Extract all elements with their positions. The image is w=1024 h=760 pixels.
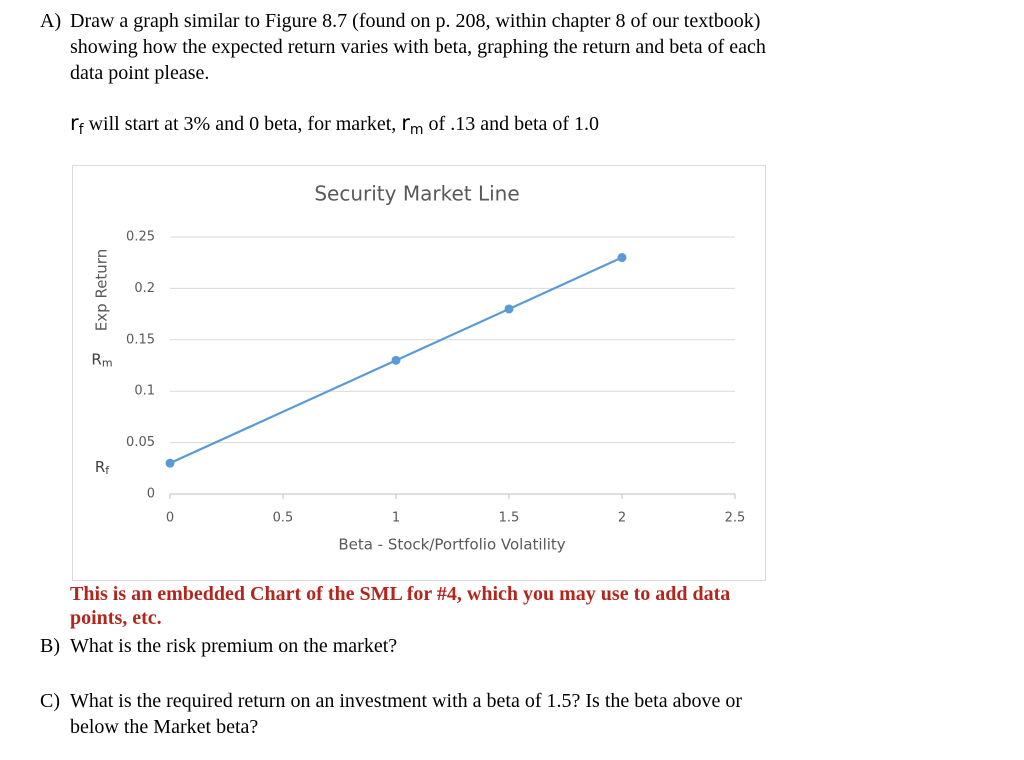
x-tick-label: 0.5 (273, 511, 294, 526)
question-line: below the Market beta? (70, 716, 259, 738)
x-tick-label: 2.5 (725, 511, 746, 526)
chart-title: Security Market Line (314, 182, 519, 206)
note-line: points, etc. (70, 607, 162, 629)
y-tick-label: 0.15 (126, 332, 155, 347)
annotation-subscript: f (105, 464, 110, 477)
question-line: What is the required return on an invest… (70, 690, 742, 712)
chart-frame (72, 165, 766, 581)
y-tick-label: 0.25 (126, 230, 155, 245)
subscript: m (409, 122, 424, 138)
data-point (391, 355, 401, 365)
y-tick-label: 0.05 (126, 435, 155, 450)
note-line: This is an embedded Chart of the SML for… (70, 583, 731, 605)
question-label: A) (40, 10, 62, 32)
question-label: C) (40, 690, 60, 712)
x-tick-label: 1 (392, 511, 400, 526)
data-point (504, 304, 514, 314)
series-line (169, 256, 623, 465)
symbol: r (401, 111, 410, 135)
y-tick-label: 0.2 (134, 281, 155, 296)
text: of .13 and beta of 1.0 (423, 113, 600, 135)
annotation-text: R (95, 458, 105, 476)
y-tick-label: 0.1 (134, 384, 155, 399)
annotation: Rf (95, 458, 110, 478)
x-tick-label: 0 (166, 511, 174, 526)
x-tick-label: 1.5 (499, 511, 520, 526)
symbol: r (70, 111, 79, 135)
question-line: What is the risk premium on the market? (70, 635, 398, 657)
x-axis-title: Beta - Stock/Portfolio Volatility (338, 536, 565, 554)
rates-line: rf will start at 3% and 0 beta, for mark… (70, 110, 599, 143)
annotation-text: R (91, 350, 101, 368)
y-axis-title: Exp Return (93, 249, 111, 331)
subscript: f (78, 122, 84, 138)
data-point (165, 458, 175, 468)
chart: Security Market Line Beta - Stock/Portfo… (72, 165, 766, 581)
question-line: showing how the expected return varies w… (70, 36, 766, 58)
annotation: Rm (91, 350, 112, 370)
data-point (617, 253, 627, 263)
annotation-subscript: m (102, 356, 113, 369)
question-line: Draw a graph similar to Figure 8.7 (foun… (70, 10, 761, 32)
text: will start at 3% and 0 beta, for market, (83, 113, 402, 135)
y-tick-label: 0 (147, 487, 155, 502)
question-line: data point please. (70, 62, 210, 84)
x-tick-label: 2 (618, 511, 626, 526)
question-label: B) (40, 635, 60, 657)
